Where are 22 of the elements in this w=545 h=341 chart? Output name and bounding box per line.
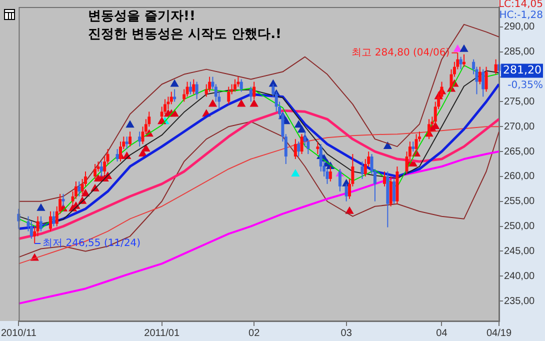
y-tick-label: 270,00 <box>504 121 536 132</box>
x-tick-label: 2011/01 <box>144 328 180 339</box>
text: -0,35% <box>508 80 543 91</box>
y-tick-label: 240,00 <box>504 270 536 282</box>
x-tick-label: 03 <box>340 328 352 339</box>
text: 진정한 변동성은 시작도 안했다.! <box>88 26 282 43</box>
x-tick-label: 04/19 <box>486 328 512 339</box>
annotation: 281,20 <box>503 64 542 77</box>
y-tick-label: 255,00 <box>504 196 536 208</box>
x-tick-label: 2010/11 <box>1 328 37 339</box>
y-tick-label: 235,00 <box>504 296 536 307</box>
x-tick-label: 04 <box>436 328 448 339</box>
y-tick-label: 285,00 <box>504 46 536 58</box>
y-tick-label: 250,00 <box>504 221 536 232</box>
y-tick-label: 245,00 <box>504 246 536 257</box>
y-tick-label: 290,00 <box>504 22 536 33</box>
x-tick-label: 02 <box>248 328 260 339</box>
y-tick-label: 275,00 <box>504 96 536 108</box>
y-tick-label: 265,00 <box>504 146 536 158</box>
y-tick-label: 260,00 <box>504 171 536 182</box>
chart-title: 변동성을 즐기자!! <box>88 8 196 25</box>
text: HC:-1,28 <box>499 10 543 21</box>
